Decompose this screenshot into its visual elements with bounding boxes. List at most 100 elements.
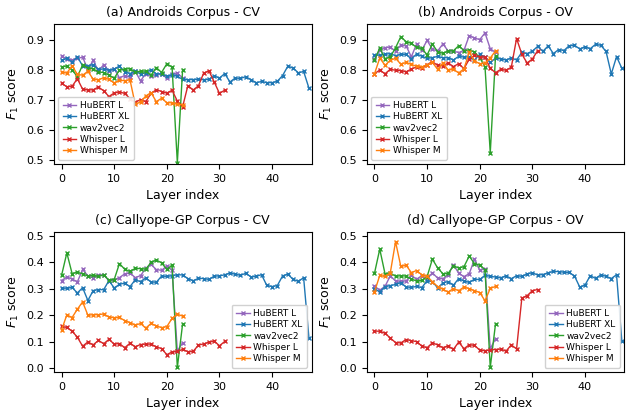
- wav2vec2: [147, 73, 155, 78]
- Whisper M: [403, 262, 410, 267]
- HuBERT XL: [163, 74, 171, 79]
- Line: Whisper M: Whisper M: [372, 49, 498, 76]
- Whisper L: [195, 83, 202, 88]
- HuBERT XL: [571, 43, 578, 48]
- Whisper M: [370, 289, 378, 294]
- Whisper M: [466, 286, 473, 291]
- Whisper M: [132, 102, 139, 107]
- Y-axis label: $F_1$ score: $F_1$ score: [6, 68, 21, 120]
- X-axis label: Layer index: Layer index: [146, 397, 219, 411]
- Whisper L: [147, 91, 155, 96]
- wav2vec2: [455, 265, 462, 270]
- HuBERT L: [486, 347, 494, 352]
- HuBERT L: [147, 73, 155, 78]
- HuBERT XL: [376, 53, 384, 58]
- Title: (d) Callyope-GP Corpus - OV: (d) Callyope-GP Corpus - OV: [407, 213, 584, 227]
- Whisper M: [105, 77, 113, 82]
- Whisper L: [418, 344, 426, 349]
- HuBERT L: [403, 278, 410, 283]
- Line: HuBERT L: HuBERT L: [59, 262, 185, 354]
- HuBERT L: [376, 47, 384, 52]
- Whisper L: [163, 91, 171, 96]
- Whisper L: [121, 345, 129, 350]
- HuBERT L: [466, 271, 473, 276]
- HuBERT L: [423, 38, 431, 43]
- wav2vec2: [173, 160, 181, 165]
- HuBERT XL: [100, 67, 108, 72]
- HuBERT XL: [226, 79, 234, 84]
- wav2vec2: [105, 278, 113, 283]
- HuBERT L: [58, 278, 66, 283]
- HuBERT XL: [100, 287, 108, 292]
- Whisper L: [168, 349, 176, 354]
- HuBERT L: [105, 278, 113, 283]
- HuBERT XL: [386, 51, 394, 56]
- HuBERT L: [163, 263, 171, 268]
- HuBERT L: [152, 267, 160, 272]
- HuBERT XL: [295, 279, 302, 284]
- HuBERT L: [137, 273, 144, 278]
- Whisper L: [158, 89, 165, 94]
- wav2vec2: [132, 69, 139, 74]
- Whisper L: [74, 334, 81, 339]
- HuBERT L: [397, 42, 404, 47]
- Whisper L: [471, 343, 478, 348]
- Whisper L: [428, 340, 436, 345]
- HuBERT XL: [168, 273, 176, 278]
- Whisper L: [58, 324, 66, 329]
- HuBERT XL: [555, 269, 563, 274]
- HuBERT XL: [460, 279, 467, 284]
- HuBERT XL: [502, 57, 510, 62]
- Whisper M: [163, 100, 171, 105]
- HuBERT L: [434, 49, 442, 54]
- HuBERT L: [68, 57, 76, 62]
- HuBERT XL: [560, 48, 568, 53]
- HuBERT XL: [152, 280, 160, 285]
- wav2vec2: [121, 67, 129, 72]
- HuBERT XL: [237, 76, 244, 81]
- HuBERT XL: [116, 282, 123, 287]
- HuBERT L: [418, 47, 426, 52]
- HuBERT XL: [226, 270, 234, 275]
- HuBERT XL: [58, 58, 66, 63]
- HuBERT XL: [529, 49, 536, 54]
- HuBERT XL: [423, 56, 431, 61]
- Whisper L: [221, 88, 229, 93]
- HuBERT XL: [179, 77, 186, 82]
- Whisper M: [492, 284, 500, 289]
- Y-axis label: $F_1$ score: $F_1$ score: [6, 276, 21, 328]
- wav2vec2: [381, 271, 389, 276]
- HuBERT XL: [428, 279, 436, 284]
- HuBERT L: [418, 273, 426, 278]
- wav2vec2: [94, 69, 102, 74]
- wav2vec2: [418, 46, 426, 51]
- HuBERT XL: [476, 277, 483, 282]
- HuBERT XL: [258, 272, 265, 277]
- HuBERT XL: [142, 70, 149, 75]
- Whisper L: [116, 341, 123, 346]
- Whisper M: [163, 324, 171, 329]
- Whisper M: [84, 69, 92, 74]
- Whisper L: [68, 329, 76, 334]
- Whisper L: [466, 57, 473, 62]
- Whisper L: [518, 296, 525, 301]
- Whisper L: [423, 345, 431, 350]
- wav2vec2: [428, 42, 436, 47]
- HuBERT XL: [434, 285, 442, 290]
- HuBERT XL: [242, 74, 249, 79]
- HuBERT L: [408, 54, 415, 59]
- HuBERT L: [132, 69, 139, 74]
- HuBERT XL: [132, 68, 139, 73]
- wav2vec2: [63, 64, 71, 69]
- HuBERT XL: [110, 67, 118, 72]
- Whisper L: [529, 288, 536, 293]
- Whisper L: [513, 347, 520, 352]
- wav2vec2: [142, 69, 149, 74]
- Whisper L: [173, 349, 181, 354]
- HuBERT L: [376, 287, 384, 292]
- Whisper L: [126, 341, 134, 346]
- Whisper M: [434, 284, 442, 289]
- HuBERT XL: [439, 280, 447, 285]
- HuBERT XL: [284, 64, 292, 69]
- Whisper L: [68, 84, 76, 89]
